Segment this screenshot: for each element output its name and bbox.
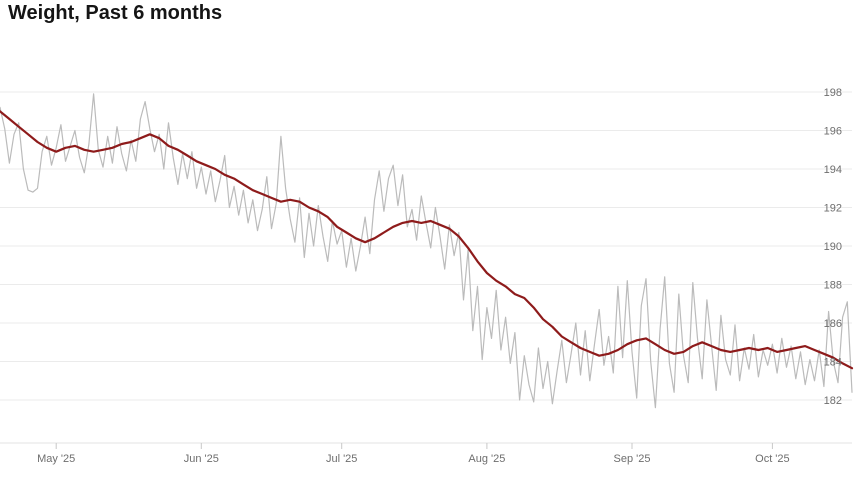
y-axis-label-190: 190 (824, 241, 842, 253)
y-axis-label-188: 188 (824, 280, 842, 292)
daily-weight-line (0, 93, 853, 409)
y-axis-label-182: 182 (824, 395, 842, 407)
y-axis-label-196: 196 (824, 126, 842, 138)
y-axis-label-194: 194 (824, 164, 842, 176)
y-axis-label-186: 186 (824, 318, 842, 330)
y-axis-label-184: 184 (824, 357, 842, 369)
trend-line (0, 110, 854, 370)
y-axis-label-192: 192 (824, 203, 842, 215)
x-axis-label-May '25: May '25 (37, 453, 75, 465)
y-axis-label-198: 198 (824, 87, 842, 99)
page-title: Weight, Past 6 months (8, 2, 223, 24)
x-axis-label-Jun '25: Jun '25 (184, 453, 219, 465)
x-axis-label-Sep '25: Sep '25 (614, 453, 651, 465)
x-axis-label-Oct '25: Oct '25 (755, 453, 790, 465)
x-axis-label-Jul '25: Jul '25 (326, 453, 357, 465)
x-axis-label-Aug '25: Aug '25 (468, 453, 505, 465)
